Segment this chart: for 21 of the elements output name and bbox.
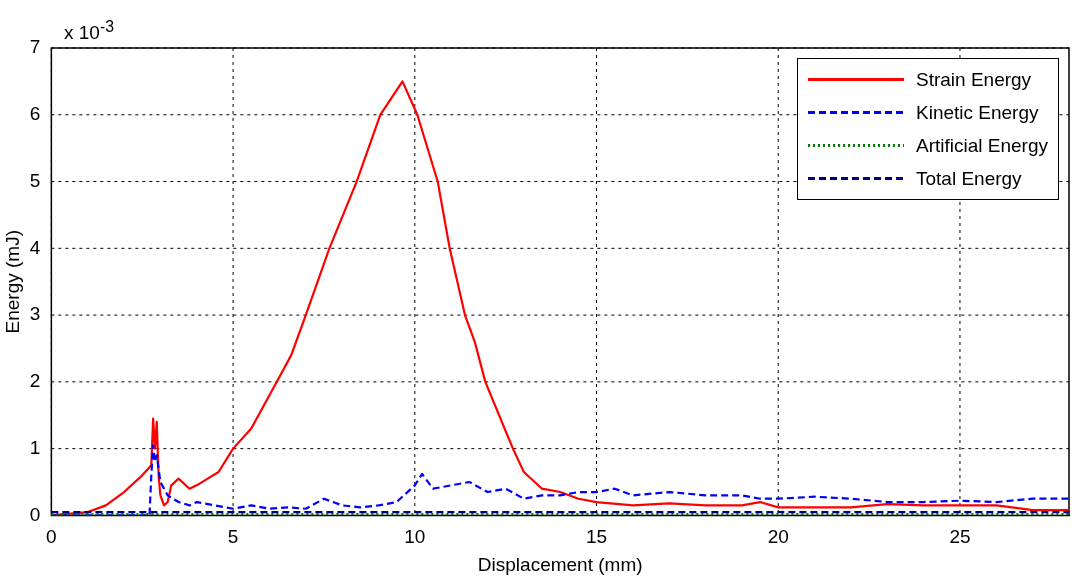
y-tick-label: 6 [29, 103, 41, 125]
y-tick-label: 3 [29, 303, 41, 325]
y-tick-label: 1 [29, 436, 41, 458]
y-tick-label: 4 [29, 236, 41, 258]
y-tick-label: 2 [29, 370, 41, 392]
legend-label: Kinetic Energy [916, 101, 1039, 124]
text: x 10$^{-3}$ [64, 18, 114, 45]
y-tick-label: 7 [29, 36, 41, 58]
x-tick-label: 20 [767, 526, 789, 548]
legend-label: Artificial Energy [916, 134, 1048, 157]
legend-label: Strain Energy [916, 68, 1032, 91]
y-axis-title: Energy (mJ) [1, 229, 23, 334]
y-tick-label: 0 [29, 503, 41, 525]
x-tick-label: 5 [227, 526, 239, 548]
y-tick-label: 5 [29, 169, 41, 191]
legend-label: Total Energy [916, 167, 1022, 190]
x-tick-label: 10 [404, 526, 426, 548]
x-tick-label: 15 [585, 526, 608, 548]
x-tick-label: 0 [46, 526, 57, 548]
x-tick-label: 25 [949, 526, 971, 548]
x-axis-title: Displacement (mm) [477, 553, 643, 575]
